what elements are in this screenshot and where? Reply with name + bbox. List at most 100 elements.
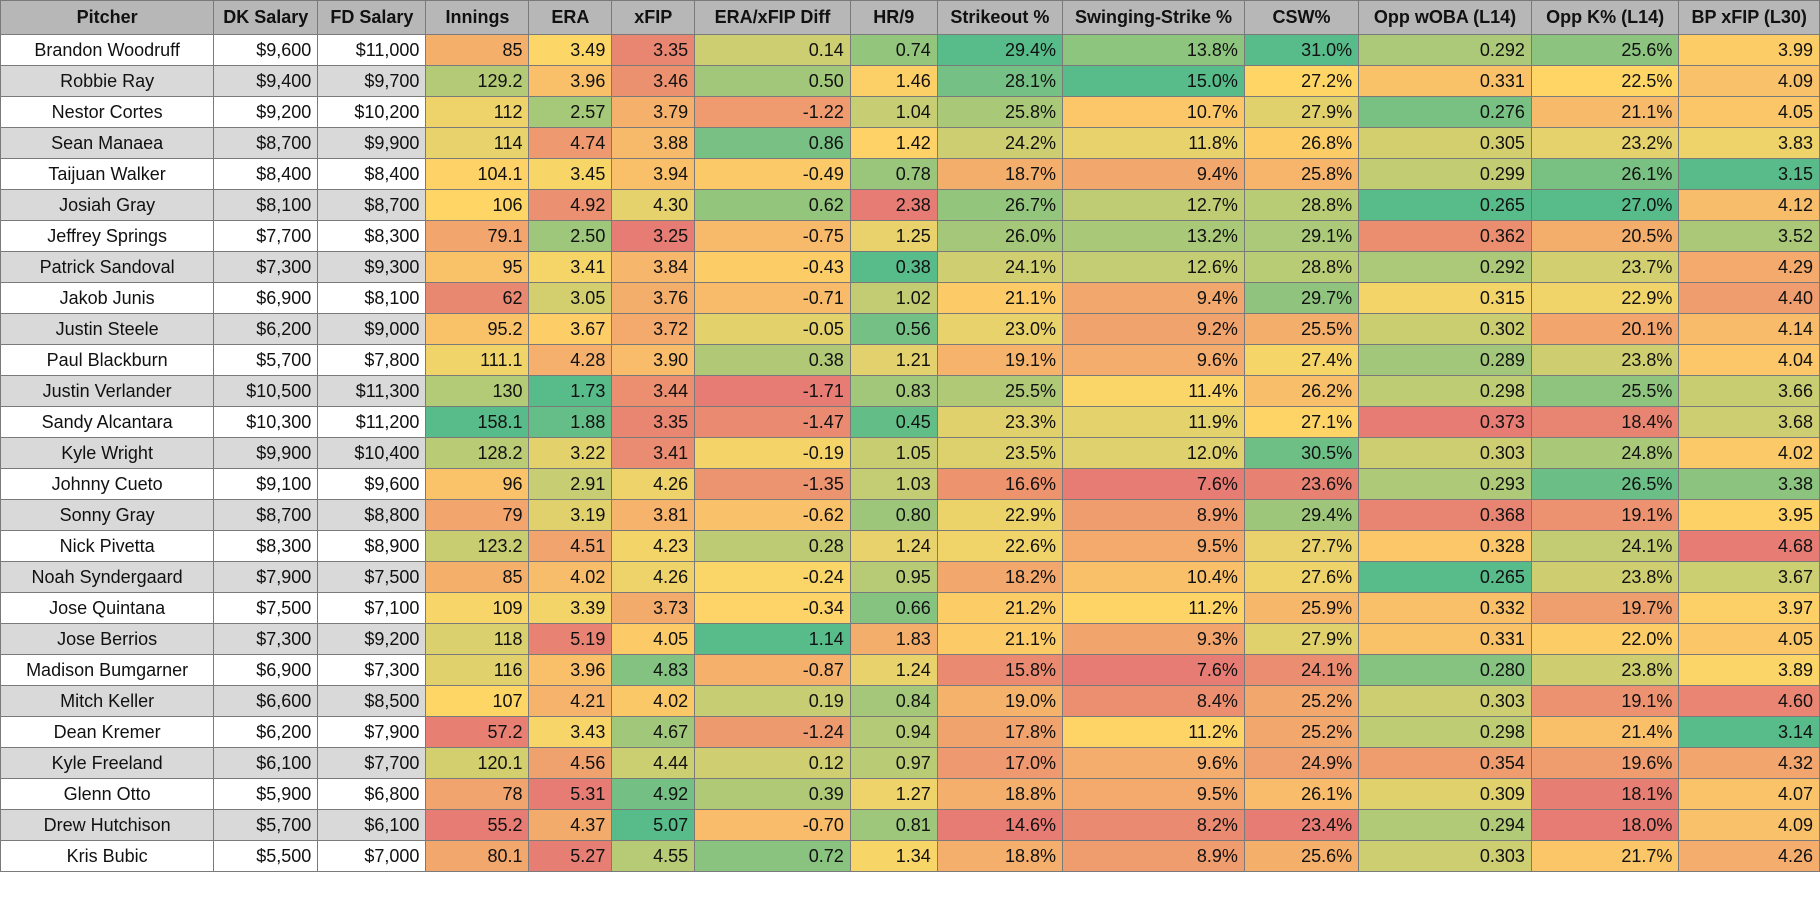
cell-swinging-strike-pct[interactable]: 11.2% <box>1062 716 1245 748</box>
cell-fd-salary[interactable]: $8,900 <box>317 530 427 562</box>
cell-innings[interactable]: 116 <box>425 654 530 686</box>
cell-opp-woba-l14[interactable]: 0.315 <box>1358 282 1532 314</box>
cell-dk-salary[interactable]: $6,900 <box>213 282 319 314</box>
cell-strikeout-pct[interactable]: 21.1% <box>936 623 1064 655</box>
cell-csw-pct[interactable]: 25.6% <box>1243 840 1360 872</box>
cell-dk-salary[interactable]: $5,900 <box>213 778 319 810</box>
cell-hr9[interactable]: 1.24 <box>849 654 938 686</box>
cell-hr9[interactable]: 0.74 <box>849 34 938 66</box>
cell-hr9[interactable]: 2.38 <box>849 189 938 221</box>
cell-swinging-strike-pct[interactable]: 7.6% <box>1062 468 1245 500</box>
cell-hr9[interactable]: 1.42 <box>849 127 938 159</box>
cell-hr9[interactable]: 0.45 <box>849 406 938 438</box>
cell-bp-xfip-l30[interactable]: 4.32 <box>1678 747 1820 779</box>
cell-strikeout-pct[interactable]: 21.2% <box>936 592 1064 624</box>
cell-pitcher[interactable]: Nick Pivetta <box>0 530 215 562</box>
cell-csw-pct[interactable]: 27.9% <box>1243 623 1360 655</box>
cell-swinging-strike-pct[interactable]: 9.2% <box>1062 313 1245 345</box>
cell-strikeout-pct[interactable]: 19.1% <box>936 344 1064 376</box>
cell-era-xfip-diff[interactable]: -1.71 <box>694 375 851 407</box>
cell-strikeout-pct[interactable]: 23.0% <box>936 313 1064 345</box>
cell-opp-k-pct-l14[interactable]: 22.9% <box>1530 282 1680 314</box>
cell-csw-pct[interactable]: 27.4% <box>1243 344 1360 376</box>
cell-hr9[interactable]: 1.46 <box>849 65 938 97</box>
cell-opp-k-pct-l14[interactable]: 21.7% <box>1530 840 1680 872</box>
cell-xfip[interactable]: 3.76 <box>611 282 696 314</box>
cell-dk-salary[interactable]: $7,700 <box>213 220 319 252</box>
cell-opp-woba-l14[interactable]: 0.368 <box>1358 499 1532 531</box>
cell-innings[interactable]: 79 <box>425 499 530 531</box>
cell-hr9[interactable]: 1.04 <box>849 96 938 128</box>
cell-era[interactable]: 3.19 <box>528 499 613 531</box>
cell-bp-xfip-l30[interactable]: 3.66 <box>1678 375 1820 407</box>
cell-pitcher[interactable]: Justin Steele <box>0 313 215 345</box>
cell-xfip[interactable]: 4.30 <box>611 189 696 221</box>
cell-strikeout-pct[interactable]: 18.2% <box>936 561 1064 593</box>
cell-strikeout-pct[interactable]: 17.0% <box>936 747 1064 779</box>
cell-era[interactable]: 3.45 <box>528 158 613 190</box>
cell-csw-pct[interactable]: 27.2% <box>1243 65 1360 97</box>
cell-bp-xfip-l30[interactable]: 3.52 <box>1678 220 1820 252</box>
cell-innings[interactable]: 55.2 <box>425 809 530 841</box>
cell-swinging-strike-pct[interactable]: 15.0% <box>1062 65 1245 97</box>
cell-strikeout-pct[interactable]: 23.3% <box>936 406 1064 438</box>
cell-csw-pct[interactable]: 26.1% <box>1243 778 1360 810</box>
cell-hr9[interactable]: 1.83 <box>849 623 938 655</box>
cell-era-xfip-diff[interactable]: -0.24 <box>694 561 851 593</box>
cell-bp-xfip-l30[interactable]: 4.04 <box>1678 344 1820 376</box>
cell-fd-salary[interactable]: $8,800 <box>317 499 427 531</box>
cell-swinging-strike-pct[interactable]: 9.5% <box>1062 530 1245 562</box>
cell-era[interactable]: 2.57 <box>528 96 613 128</box>
cell-xfip[interactable]: 3.72 <box>611 313 696 345</box>
cell-innings[interactable]: 106 <box>425 189 530 221</box>
column-header-era-xfip-diff[interactable]: ERA/xFIP Diff <box>694 0 851 35</box>
cell-era-xfip-diff[interactable]: -1.35 <box>694 468 851 500</box>
cell-innings[interactable]: 79.1 <box>425 220 530 252</box>
cell-dk-salary[interactable]: $9,400 <box>213 65 319 97</box>
cell-era[interactable]: 4.56 <box>528 747 613 779</box>
cell-era-xfip-diff[interactable]: -0.34 <box>694 592 851 624</box>
cell-era[interactable]: 4.92 <box>528 189 613 221</box>
cell-swinging-strike-pct[interactable]: 9.5% <box>1062 778 1245 810</box>
cell-dk-salary[interactable]: $5,700 <box>213 344 319 376</box>
cell-opp-k-pct-l14[interactable]: 19.1% <box>1530 499 1680 531</box>
cell-dk-salary[interactable]: $5,700 <box>213 809 319 841</box>
cell-strikeout-pct[interactable]: 28.1% <box>936 65 1064 97</box>
cell-xfip[interactable]: 4.02 <box>611 685 696 717</box>
cell-pitcher[interactable]: Robbie Ray <box>0 65 215 97</box>
cell-xfip[interactable]: 3.35 <box>611 406 696 438</box>
cell-pitcher[interactable]: Taijuan Walker <box>0 158 215 190</box>
cell-pitcher[interactable]: Patrick Sandoval <box>0 251 215 283</box>
cell-opp-woba-l14[interactable]: 0.292 <box>1358 251 1532 283</box>
cell-hr9[interactable]: 0.78 <box>849 158 938 190</box>
column-header-era[interactable]: ERA <box>528 0 613 35</box>
cell-bp-xfip-l30[interactable]: 4.05 <box>1678 96 1820 128</box>
cell-xfip[interactable]: 4.44 <box>611 747 696 779</box>
cell-strikeout-pct[interactable]: 14.6% <box>936 809 1064 841</box>
cell-fd-salary[interactable]: $6,100 <box>317 809 427 841</box>
cell-pitcher[interactable]: Justin Verlander <box>0 375 215 407</box>
cell-hr9[interactable]: 1.27 <box>849 778 938 810</box>
cell-fd-salary[interactable]: $8,400 <box>317 158 427 190</box>
cell-opp-woba-l14[interactable]: 0.354 <box>1358 747 1532 779</box>
cell-era[interactable]: 4.74 <box>528 127 613 159</box>
cell-opp-k-pct-l14[interactable]: 26.1% <box>1530 158 1680 190</box>
cell-era[interactable]: 5.31 <box>528 778 613 810</box>
cell-innings[interactable]: 112 <box>425 96 530 128</box>
cell-era-xfip-diff[interactable]: 0.62 <box>694 189 851 221</box>
cell-era-xfip-diff[interactable]: -0.75 <box>694 220 851 252</box>
cell-strikeout-pct[interactable]: 22.6% <box>936 530 1064 562</box>
cell-bp-xfip-l30[interactable]: 3.14 <box>1678 716 1820 748</box>
cell-strikeout-pct[interactable]: 18.7% <box>936 158 1064 190</box>
cell-csw-pct[interactable]: 30.5% <box>1243 437 1360 469</box>
cell-csw-pct[interactable]: 25.8% <box>1243 158 1360 190</box>
cell-swinging-strike-pct[interactable]: 7.6% <box>1062 654 1245 686</box>
cell-dk-salary[interactable]: $6,100 <box>213 747 319 779</box>
cell-csw-pct[interactable]: 27.9% <box>1243 96 1360 128</box>
cell-fd-salary[interactable]: $7,300 <box>317 654 427 686</box>
cell-opp-woba-l14[interactable]: 0.289 <box>1358 344 1532 376</box>
cell-strikeout-pct[interactable]: 25.5% <box>936 375 1064 407</box>
cell-dk-salary[interactable]: $9,100 <box>213 468 319 500</box>
cell-strikeout-pct[interactable]: 21.1% <box>936 282 1064 314</box>
cell-csw-pct[interactable]: 24.1% <box>1243 654 1360 686</box>
